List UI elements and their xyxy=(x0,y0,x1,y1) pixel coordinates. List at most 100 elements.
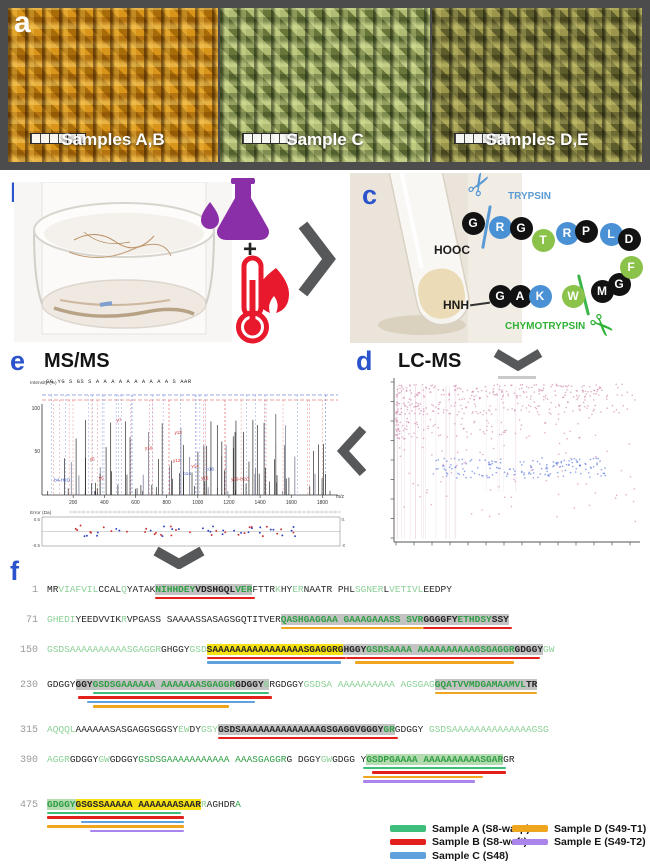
svg-text:1600: 1600 xyxy=(286,500,297,506)
peptide-coverage-bar xyxy=(371,771,506,774)
svg-text:y7: y7 xyxy=(117,417,122,422)
residue-number: 1 xyxy=(31,585,38,596)
panel-a-micrographs: Samples A,B Sample C Samples D,E xyxy=(0,0,650,170)
micrograph-caption: Sample C xyxy=(286,130,364,149)
panel-letter-c: c xyxy=(362,180,378,210)
amino-acid-bead: R xyxy=(555,221,579,245)
svg-text:y13: y13 xyxy=(174,430,182,435)
residue-number: 315 xyxy=(19,725,38,736)
svg-text:-0.5: -0.5 xyxy=(32,543,40,548)
legend-label: Sample B (S8-weft) xyxy=(432,836,528,848)
lcms-scatter xyxy=(390,376,640,546)
amino-acid-bead: T xyxy=(531,228,555,252)
svg-text:y5: y5 xyxy=(90,456,95,461)
sequence-rows: 1 MRVIAFVILCCALQYATAKNIHHDEYVDSHGQLVERFTT… xyxy=(8,584,644,849)
micrograph-caption: Samples D,E xyxy=(485,130,589,149)
amino-acid-bead: K xyxy=(528,284,552,308)
legend-color-swatch xyxy=(390,852,426,859)
panel-letter-f: f xyxy=(10,556,19,586)
peptide-coverage-bar xyxy=(363,775,484,779)
amino-acid-bead: P xyxy=(574,219,598,243)
trypsin-label: TRYPSIN xyxy=(508,191,551,202)
legend-label: Sample A (S8-warp) xyxy=(432,822,530,835)
svg-text:600: 600 xyxy=(131,500,140,506)
peptide-coverage-bar xyxy=(86,700,256,704)
sequence-row: 475 GDGGYGSGSSAAAAA AAAAAAASAARRAGHDRA xyxy=(8,799,644,833)
panel-letter-e: e xyxy=(10,346,26,376)
svg-text:1800: 1800 xyxy=(317,500,328,506)
legend-label: Sample C (S48) xyxy=(432,849,509,862)
amino-acid-bead: G xyxy=(509,216,533,240)
svg-text:b16: b16 xyxy=(206,466,214,471)
micrograph-samples-ab: Samples A,B xyxy=(8,8,218,162)
residue-number: 230 xyxy=(19,680,38,691)
svg-text:50: 50 xyxy=(34,449,40,455)
legend-color-swatch xyxy=(512,838,548,846)
peptide-coverage-bar xyxy=(81,820,184,824)
svg-text:1000: 1000 xyxy=(192,500,203,506)
legend-item: Sample C (S48) xyxy=(390,849,509,862)
micrograph-caption: Samples A,B xyxy=(61,130,165,149)
sequence-text: GSDSAAAAAAAAAASGAGGRGHGGYGSDSAAAAAAAAAAA… xyxy=(47,644,554,664)
amino-acid-bead: W xyxy=(561,284,585,308)
peptide-coverage-bar xyxy=(78,696,273,699)
svg-text:1400: 1400 xyxy=(255,500,266,506)
legend-label: Sample D (S49-T1) xyxy=(554,822,647,835)
svg-text:Error (Da): Error (Da) xyxy=(30,510,52,516)
chevron-down-icon xyxy=(153,547,205,569)
svg-text:b4-H2O: b4-H2O xyxy=(54,477,71,482)
scale-bar xyxy=(30,133,86,144)
peptide-coverage-bar xyxy=(155,596,256,599)
peptide-coverage-bar xyxy=(89,829,184,833)
chevron-left-icon xyxy=(336,425,367,477)
peptide-coverage-bar xyxy=(280,626,424,629)
peptide-coverage-bar xyxy=(206,661,341,664)
svg-text:200: 200 xyxy=(69,500,78,506)
scale-bar xyxy=(242,133,298,144)
amino-acid-bead: D xyxy=(617,227,641,251)
msms-spectrum: Intensity (%)GG YG S GS S A A A A A A A … xyxy=(30,379,345,506)
svg-text:0.5: 0.5 xyxy=(34,517,41,522)
sample-legend: Sample A (S8-warp) Sample B (S8-weft) Samp… xyxy=(390,823,648,865)
residue-number: 475 xyxy=(19,800,38,811)
peptide-coverage-bar xyxy=(363,766,506,769)
chevron-right-icon xyxy=(298,221,336,297)
residue-number: 390 xyxy=(19,755,38,766)
chevron-down-icon xyxy=(493,349,543,371)
peptide-coverage-bar xyxy=(92,691,270,694)
peptide-coverage-bar xyxy=(47,811,181,814)
svg-text:GG YG S GS S A A A A A A A A A: GG YG S GS S A A A A A A A A A A S AAR xyxy=(46,379,192,385)
amino-acid-bead: A xyxy=(508,284,532,308)
peptide-coverage-bar xyxy=(92,705,230,708)
amino-acid-bead: G xyxy=(488,284,512,308)
svg-text:400: 400 xyxy=(100,500,109,506)
amino-acid-bead: G xyxy=(607,272,631,296)
sequence-row: 390 AGGRGDGGYGWGDGGYGSDSGAAAAAAAAAAA AAAS… xyxy=(8,754,644,783)
peptide-coverage-bar xyxy=(218,736,398,739)
flask-icon xyxy=(201,178,270,240)
hnh-label: HNH xyxy=(443,298,469,312)
panel-letter-d: d xyxy=(356,346,373,376)
sequence-row: 71 GHEDIYEEDVVIKRVPGASS SAAAASSASAGSGQTIT… xyxy=(8,614,644,629)
peptide-coverage-bar xyxy=(434,691,538,694)
svg-text:y19-H2O: y19-H2O xyxy=(231,476,250,481)
residue-number: 71 xyxy=(25,615,38,626)
svg-text:m/z: m/z xyxy=(336,494,345,500)
amino-acid-bead: L xyxy=(599,222,623,246)
amino-acid-bead: R xyxy=(488,215,512,239)
svg-text:100: 100 xyxy=(32,406,41,412)
svg-text:y6: y6 xyxy=(99,476,104,481)
msms-title: MS/MS xyxy=(44,350,110,372)
legend-color-swatch xyxy=(390,838,426,846)
svg-text:1200: 1200 xyxy=(223,500,234,506)
legend-item: Sample B (S8-weft) xyxy=(390,836,528,848)
legend-label: Sample E (S49-T2) xyxy=(554,836,646,848)
micrograph-samples-de: Samples D,E xyxy=(432,8,642,162)
scale-bar xyxy=(454,133,510,144)
svg-text:0.5: 0.5 xyxy=(342,517,346,522)
legend-color-swatch xyxy=(512,825,548,832)
svg-text:y15: y15 xyxy=(201,476,209,481)
peptide-coverage-bar xyxy=(354,661,515,664)
peptide-coverage-bar xyxy=(206,656,347,659)
